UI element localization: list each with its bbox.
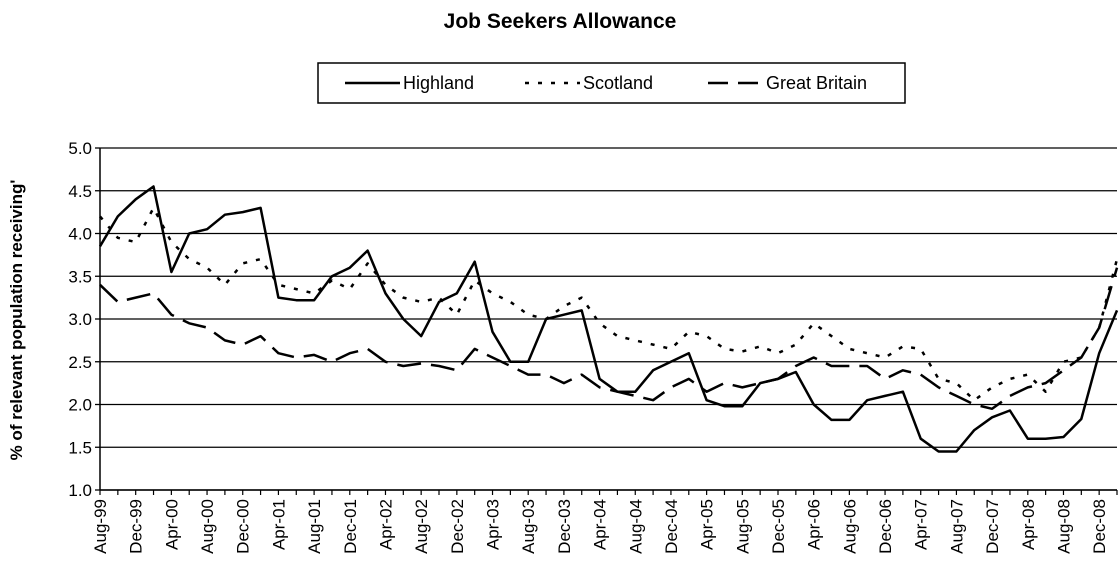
plot-area: 1.0 1.5 2.0 2.5 3.0 3.5 4.0 4.5 5.0 Aug-99 Dec-99… <box>68 139 1119 554</box>
x-tick-label: Apr-05 <box>698 499 717 550</box>
y-tick-label: 1.5 <box>68 438 92 457</box>
legend-label: Scotland <box>583 73 653 93</box>
x-tick-label: Apr-00 <box>162 499 181 550</box>
y-tick-label: 2.5 <box>68 353 92 372</box>
series-line-great-britain <box>99 267 1119 411</box>
x-tick-label: Apr-08 <box>1019 499 1038 550</box>
x-tick-label: Apr-04 <box>591 499 610 550</box>
y-tick-label: 4.0 <box>68 225 92 244</box>
x-tick-label: Dec-99 <box>127 499 146 554</box>
x-tick-label: Dec-01 <box>341 499 360 554</box>
x-tick-label: Aug-08 <box>1054 499 1073 554</box>
x-tick-label: Dec-08 <box>1090 499 1109 554</box>
x-tick-label: Aug-99 <box>91 499 110 554</box>
chart-title: Job Seekers Allowance <box>444 10 677 33</box>
x-tick-label: Apr-06 <box>805 499 824 550</box>
x-tick-label: Apr-02 <box>376 499 395 550</box>
y-tick-label: 3.5 <box>68 267 92 286</box>
x-tick-label: Aug-02 <box>412 499 431 554</box>
x-tick-label: Dec-02 <box>448 499 467 554</box>
x-tick-label: Dec-07 <box>983 499 1002 554</box>
y-tick-label: 1.0 <box>68 481 92 500</box>
y-axis-label: % of relevant population receiving' <box>7 180 26 461</box>
series-line-scotland <box>99 206 1119 402</box>
y-tick-label: 3.0 <box>68 310 92 329</box>
y-tick-label: 4.5 <box>68 182 92 201</box>
y-tick-label: 2.0 <box>68 396 92 415</box>
series-line-highland <box>98 185 1119 453</box>
x-tick-label: Dec-05 <box>769 499 788 554</box>
x-tick-label: Apr-03 <box>484 499 503 550</box>
x-tick-label: Aug-03 <box>519 499 538 554</box>
x-tick-label: Apr-07 <box>912 499 931 550</box>
legend-label: Highland <box>403 73 474 93</box>
x-tick-label: Dec-06 <box>876 499 895 554</box>
y-tick-label: 5.0 <box>68 139 92 158</box>
legend-label: Great Britain <box>766 73 867 93</box>
x-tick-label: Dec-04 <box>662 499 681 554</box>
legend-frame <box>317 62 906 104</box>
x-tick-label: Aug-00 <box>198 499 217 554</box>
x-tick-label: Aug-04 <box>626 499 645 554</box>
x-tick-label: Apr-01 <box>269 499 288 550</box>
x-tick-label: Aug-07 <box>947 499 966 554</box>
legend: Highland Scotland Great Britain <box>317 62 906 104</box>
x-tick-label: Aug-06 <box>840 499 859 554</box>
x-tick-label: Dec-03 <box>555 499 574 554</box>
x-tick-label: Aug-01 <box>305 499 324 554</box>
x-tick-label: Aug-05 <box>733 499 752 554</box>
x-tick-label: Dec-00 <box>234 499 253 554</box>
